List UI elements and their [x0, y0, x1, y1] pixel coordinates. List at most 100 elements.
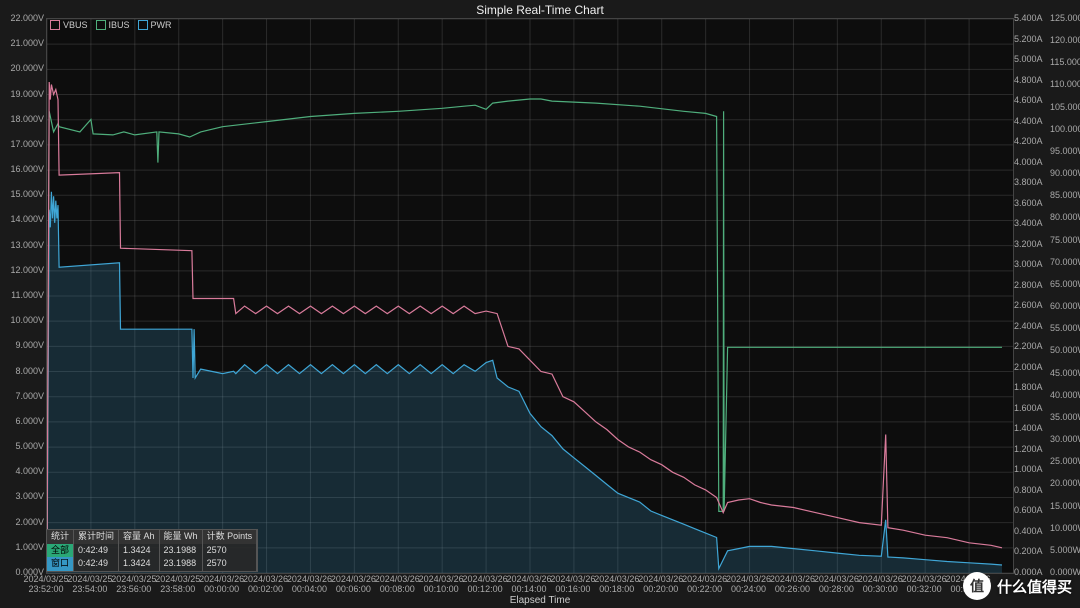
axis-tick-label: 45.000W	[1050, 368, 1080, 378]
axis-tick-label: 1.200A	[1014, 444, 1043, 454]
stats-r0-v0: 0:42:49	[74, 544, 119, 558]
axis-tick-label: 3.600A	[1014, 198, 1043, 208]
axis-tick-label: 5.000W	[1050, 545, 1080, 555]
axis-tick-label: 14.000V	[4, 214, 44, 224]
axis-tick-label: 4.000A	[1014, 157, 1043, 167]
axis-tick-label: 12.000V	[4, 265, 44, 275]
axis-tick-label: 2.800A	[1014, 280, 1043, 290]
watermark-icon: 值	[963, 572, 991, 600]
axis-tick-label: 20.000V	[4, 63, 44, 73]
axis-tick-label: 2.600A	[1014, 300, 1043, 310]
axis-tick-label: 0.200A	[1014, 546, 1043, 556]
stats-r1-v0: 0:42:49	[74, 557, 119, 571]
axis-tick-label: 0.600A	[1014, 505, 1043, 515]
stats-r1-v3: 2570	[202, 557, 257, 571]
watermark-text: 什么值得买	[997, 576, 1072, 597]
axis-tick-label: 3.200A	[1014, 239, 1043, 249]
axis-tick-label: 1.800A	[1014, 382, 1043, 392]
axis-tick-label: 21.000V	[4, 38, 44, 48]
stats-row-window: 窗口 0:42:49 1.3424 23.1988 2570	[47, 557, 257, 571]
axis-tick-label: 5.000A	[1014, 54, 1043, 64]
axis-tick-label: 5.000V	[4, 441, 44, 451]
stats-r1-v1: 1.3424	[119, 557, 160, 571]
axis-tick-label: 100.000W	[1050, 124, 1080, 134]
axis-tick-label: 2.200A	[1014, 341, 1043, 351]
axis-tick-label: 25.000W	[1050, 456, 1080, 466]
axis-tick-label: 4.800A	[1014, 75, 1043, 85]
axis-tick-label: 11.000V	[4, 290, 44, 300]
legend-item-ibus[interactable]: IBUS	[96, 20, 130, 30]
axis-tick-label: 65.000W	[1050, 279, 1080, 289]
axis-tick-label: 10.000V	[4, 315, 44, 325]
plot-svg	[47, 19, 1013, 573]
axis-tick-label: 1.600A	[1014, 403, 1043, 413]
axis-tick-label: 75.000W	[1050, 235, 1080, 245]
axis-tick-label: 13.000V	[4, 240, 44, 250]
axis-tick-label: 90.000W	[1050, 168, 1080, 178]
axis-tick-label: 95.000W	[1050, 146, 1080, 156]
legend-item-pwr[interactable]: PWR	[138, 20, 172, 30]
axis-tick-label: 125.000W	[1050, 13, 1080, 23]
axis-tick-label: 2.400A	[1014, 321, 1043, 331]
axis-tick-label: 4.400A	[1014, 116, 1043, 126]
axis-tick-label: 9.000V	[4, 340, 44, 350]
stats-table: 统计 累计时间 容量 Ah 能量 Wh 计数 Points 全部 0:42:49…	[47, 530, 257, 571]
axis-tick-label: 35.000W	[1050, 412, 1080, 422]
stats-r1-label: 窗口	[47, 557, 74, 571]
axis-tick-label: 60.000W	[1050, 301, 1080, 311]
axis-tick-label: 4.000V	[4, 466, 44, 476]
stats-hdr-1: 累计时间	[74, 530, 119, 544]
stats-r0-v1: 1.3424	[119, 544, 160, 558]
axis-tick-label: 2.000V	[4, 517, 44, 527]
axis-tick-label: 70.000W	[1050, 257, 1080, 267]
stats-r0-v2: 23.1988	[159, 544, 202, 558]
stats-hdr-2: 容量 Ah	[119, 530, 160, 544]
axis-tick-label: 7.000V	[4, 391, 44, 401]
axis-tick-label: 115.000W	[1050, 57, 1080, 67]
axis-tick-label: 15.000V	[4, 189, 44, 199]
x-axis-title: Elapsed Time	[0, 595, 1080, 606]
legend-item-vbus[interactable]: VBUS	[50, 20, 88, 30]
axis-tick-label: 3.000V	[4, 491, 44, 501]
plot-area[interactable]	[46, 18, 1014, 574]
chart-title: Simple Real-Time Chart	[0, 3, 1080, 17]
axis-tick-label: 120.000W	[1050, 35, 1080, 45]
stats-r0-v3: 2570	[202, 544, 257, 558]
axis-tick-label: 4.600A	[1014, 95, 1043, 105]
axis-tick-label: 4.200A	[1014, 136, 1043, 146]
axis-tick-label: 8.000V	[4, 366, 44, 376]
axis-tick-label: 3.000A	[1014, 259, 1043, 269]
axis-tick-label: 55.000W	[1050, 323, 1080, 333]
chart-container: Simple Real-Time Chart VBUS IBUS PWR 0.0…	[0, 0, 1080, 608]
axis-tick-label: 18.000V	[4, 114, 44, 124]
axis-tick-label: 3.800A	[1014, 177, 1043, 187]
axis-tick-label: 1.000A	[1014, 464, 1043, 474]
axis-tick-label: 0.400A	[1014, 526, 1043, 536]
axis-tick-label: 15.000W	[1050, 501, 1080, 511]
axis-tick-label: 19.000V	[4, 89, 44, 99]
axis-tick-label: 0.800A	[1014, 485, 1043, 495]
axis-tick-label: 6.000V	[4, 416, 44, 426]
axis-tick-label: 1.000V	[4, 542, 44, 552]
stats-r1-v2: 23.1988	[159, 557, 202, 571]
stats-header-row: 统计 累计时间 容量 Ah 能量 Wh 计数 Points	[47, 530, 257, 544]
axis-tick-label: 5.200A	[1014, 34, 1043, 44]
legend: VBUS IBUS PWR	[50, 20, 172, 30]
axis-tick-label: 5.400A	[1014, 13, 1043, 23]
watermark: 值 什么值得买	[963, 572, 1072, 600]
axis-tick-label: 80.000W	[1050, 212, 1080, 222]
stats-hdr-0: 统计	[47, 530, 74, 544]
axis-tick-label: 1.400A	[1014, 423, 1043, 433]
stats-r0-label: 全部	[47, 544, 74, 558]
legend-color-vbus	[50, 20, 60, 30]
axis-tick-label: 40.000W	[1050, 390, 1080, 400]
stats-hdr-4: 计数 Points	[202, 530, 257, 544]
axis-tick-label: 50.000W	[1050, 345, 1080, 355]
axis-tick-label: 17.000V	[4, 139, 44, 149]
stats-box: 统计 累计时间 容量 Ah 能量 Wh 计数 Points 全部 0:42:49…	[46, 529, 258, 572]
axis-tick-label: 30.000W	[1050, 434, 1080, 444]
legend-color-pwr	[138, 20, 148, 30]
stats-row-all: 全部 0:42:49 1.3424 23.1988 2570	[47, 544, 257, 558]
axis-tick-label: 22.000V	[4, 13, 44, 23]
axis-tick-label: 16.000V	[4, 164, 44, 174]
